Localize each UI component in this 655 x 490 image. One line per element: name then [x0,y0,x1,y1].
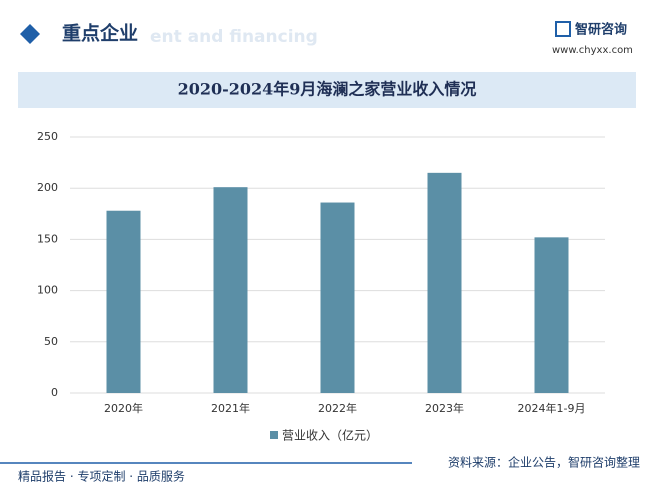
brand-name: 智研咨询 [575,22,627,38]
x-tick-label: 2020年 [104,401,143,415]
bar [213,187,248,393]
legend-swatch [270,431,278,439]
x-tick-label: 2022年 [318,401,357,415]
y-tick-label: 50 [44,335,58,348]
header-subtitle: ent and financing [150,27,318,47]
y-tick-label: 0 [51,386,58,399]
legend-label: 营业收入（亿元） [282,428,378,443]
y-tick-label: 200 [37,181,58,194]
footer-right: 资料来源：企业公告，智研咨询整理 [448,455,640,470]
bar [534,237,569,393]
header-title: 重点企业 [62,22,138,45]
chart-title: 2020-2024年9月海澜之家营业收入情况 [178,80,477,99]
x-tick-label: 2023年 [425,401,464,415]
brand-logo [555,21,571,37]
x-tick-label: 2021年 [211,401,250,415]
footer-left: 精品报告 · 专项定制 · 品质服务 [18,469,185,484]
y-tick-label: 150 [37,232,58,245]
y-tick-label: 250 [37,130,58,143]
bar [320,202,355,393]
title-box [18,72,636,108]
bar [427,172,462,393]
header-icon [20,24,40,44]
y-tick-label: 100 [37,284,58,297]
bar [106,210,141,393]
x-tick-label: 2024年1-9月 [518,401,586,415]
brand-url: www.chyxx.com [552,45,633,56]
